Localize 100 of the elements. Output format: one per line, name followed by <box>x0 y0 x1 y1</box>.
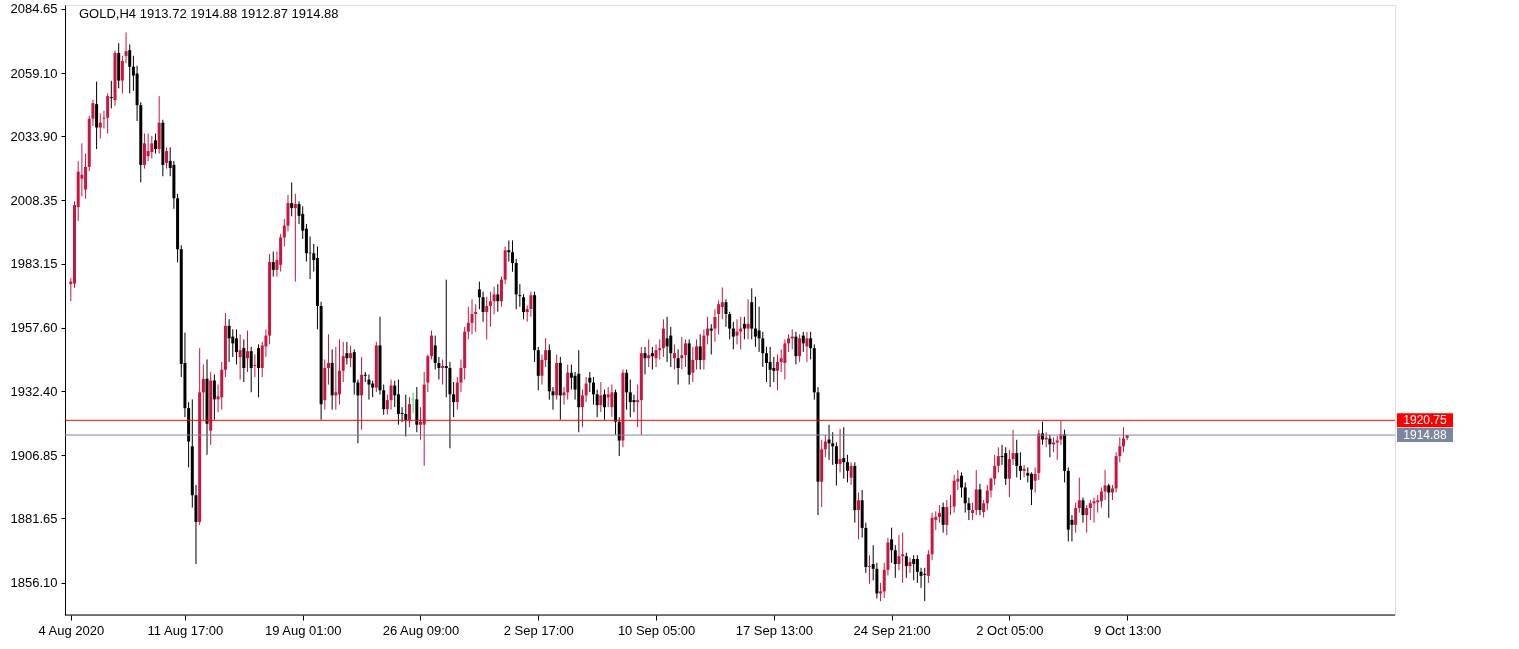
y-tick-label: 2059.10 <box>10 65 58 81</box>
x-tick-label: 2 Oct 05:00 <box>976 622 1044 638</box>
candlestick <box>893 544 897 579</box>
candlestick <box>724 298 728 328</box>
candlestick <box>897 534 901 571</box>
y-tick-label: 2008.35 <box>10 192 58 208</box>
candlestick <box>95 81 99 150</box>
candlestick <box>606 386 610 408</box>
candlestick <box>257 343 261 398</box>
y-tick-label: 1957.60 <box>10 320 58 336</box>
candlestick <box>617 416 621 457</box>
candlestick <box>511 239 515 273</box>
candlestick <box>672 343 676 370</box>
candlestick <box>389 379 393 411</box>
candlestick <box>1085 504 1089 534</box>
candlestick <box>98 112 102 140</box>
candlestick <box>908 557 912 574</box>
x-tick-label: 2 Sep 17:00 <box>503 622 574 638</box>
candlestick <box>341 341 345 383</box>
x-tick-label: 19 Aug 01:00 <box>264 622 342 638</box>
candlestick <box>879 582 883 602</box>
candlestick <box>492 286 496 315</box>
x-tick-label: 24 Sep 21:00 <box>853 622 931 638</box>
candlestick <box>845 454 849 483</box>
candlestick <box>599 381 603 413</box>
candlestick <box>407 396 411 428</box>
candlestick <box>334 346 338 411</box>
candlestick <box>643 346 647 376</box>
chart-title: GOLD,H4 1913.72 1914.88 1912.87 1914.88 <box>79 6 339 21</box>
candlestick <box>1121 426 1125 453</box>
candlestick <box>584 376 588 403</box>
candlestick <box>632 394 636 413</box>
candlestick <box>809 331 813 360</box>
x-tick-label: 4 Aug 2020 <box>38 622 105 638</box>
candlestick <box>242 338 246 383</box>
candlestick <box>1081 497 1085 524</box>
ref-line-label: 1920.75 <box>1403 413 1448 428</box>
candlestick <box>753 296 757 348</box>
candlestick <box>338 338 342 406</box>
candlestick <box>691 346 695 383</box>
candlestick <box>974 469 978 516</box>
candlestick <box>776 353 780 391</box>
candlestick <box>234 328 238 365</box>
candlestick <box>470 298 474 335</box>
candlestick <box>1018 451 1022 481</box>
candlestick <box>142 133 146 170</box>
candlestick <box>945 499 949 536</box>
y-tick-label: 1856.10 <box>10 575 58 591</box>
candlestick <box>805 331 809 363</box>
candlestick <box>739 316 743 350</box>
x-tick-label: 10 Sep 05:00 <box>617 622 696 638</box>
candlestick <box>1074 502 1078 534</box>
y-tick-label: 1881.65 <box>10 510 58 526</box>
candlestick <box>923 567 927 602</box>
candlestick <box>1015 439 1019 478</box>
candlestick <box>661 318 665 358</box>
candlestick <box>238 333 242 381</box>
candlestick <box>109 80 113 109</box>
candlestick <box>698 333 702 370</box>
y-tick-label: 2033.90 <box>10 128 58 144</box>
candlestick <box>1088 499 1092 521</box>
candlestick <box>488 291 492 328</box>
candlestick <box>540 353 544 386</box>
candlestick <box>271 251 275 278</box>
candlestick <box>746 298 750 340</box>
candlestick <box>529 291 533 318</box>
candlestick <box>901 532 905 584</box>
candlestick <box>647 338 651 368</box>
candlestick <box>838 428 842 473</box>
x-tick-label: 26 Aug 09:00 <box>382 622 460 638</box>
candlestick <box>996 446 1000 473</box>
ref-line-label: 1914.88 <box>1403 428 1448 443</box>
candlestick <box>834 441 838 486</box>
candlestick <box>801 331 805 353</box>
candlestick <box>912 554 916 581</box>
candlestick <box>709 323 713 355</box>
candlestick <box>349 345 353 368</box>
candlestick <box>735 318 739 345</box>
candlestick <box>856 492 860 540</box>
candlestick <box>960 471 964 499</box>
candlestick <box>798 333 802 363</box>
y-tick-label: 1983.15 <box>10 256 58 272</box>
candlestick <box>783 338 787 381</box>
candlestick <box>941 502 945 534</box>
candlestick <box>293 193 297 283</box>
candlestick <box>768 346 772 388</box>
candlestick <box>842 426 846 480</box>
x-tick-label: 17 Sep 13:00 <box>735 622 814 638</box>
candlestick <box>345 341 349 365</box>
candlestick <box>1103 469 1107 501</box>
candlestick <box>201 363 205 421</box>
candlestick <box>227 318 231 363</box>
candlestick <box>249 346 253 393</box>
candlestick <box>485 296 489 340</box>
candlestick <box>481 291 485 323</box>
candlestick <box>713 308 717 343</box>
candlestick <box>474 303 478 333</box>
candlestick <box>595 389 599 418</box>
y-tick-label: 1932.40 <box>10 383 58 399</box>
candlestick <box>654 343 658 368</box>
